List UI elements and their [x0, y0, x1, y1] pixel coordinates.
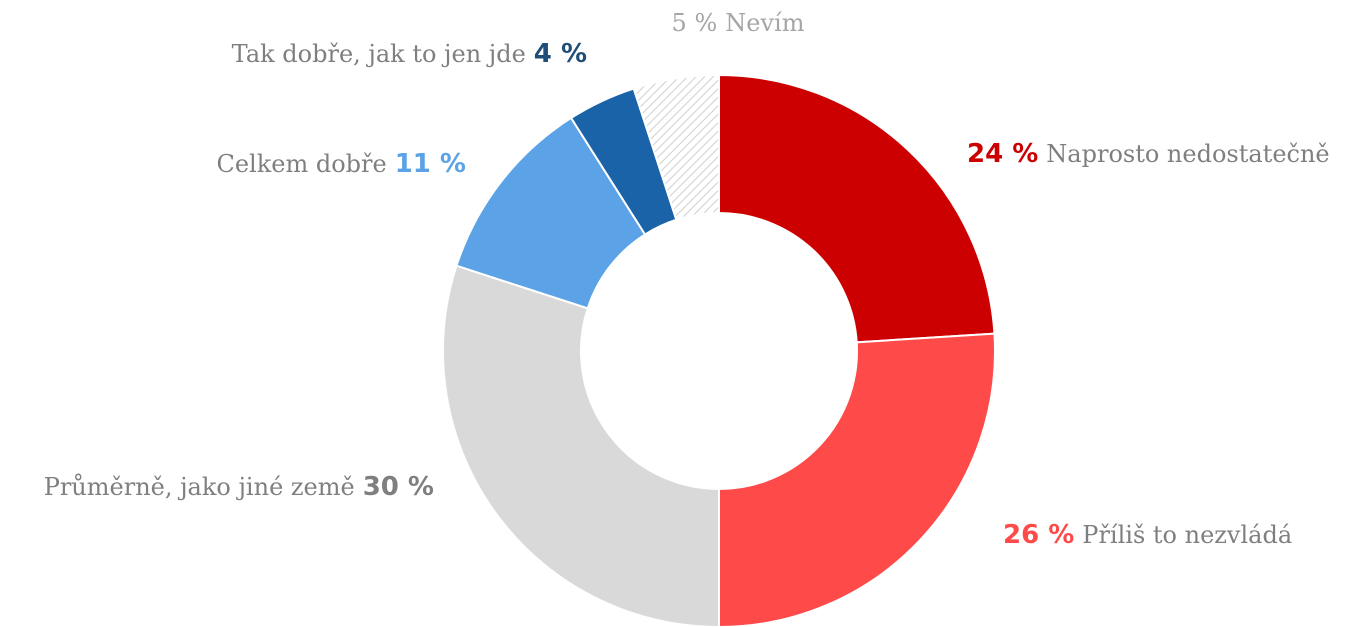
slice-value-celkem-dobre: 11 % — [395, 149, 466, 179]
donut-slice-1 — [718, 332, 996, 627]
slice-value-prilis-to-nezvlada: 26 % — [1003, 520, 1074, 550]
donut-slice-5 — [632, 73, 720, 222]
slice-value-prumerne: 30 % — [363, 472, 434, 502]
slice-label-prilis-to-nezvlada: 26 % Příliš to nezvládá — [1003, 520, 1292, 550]
slice-name-naprosto-nedostatecne: Naprosto nedostatečně — [1046, 140, 1329, 168]
slice-value-nevim: 5 % — [672, 9, 718, 37]
slice-name-prumerne: Průměrně, jako jiné země — [44, 473, 355, 501]
slice-label-tak-dobre: Tak dobře, jak to jen jde 4 % — [232, 39, 587, 69]
slice-name-tak-dobre: Tak dobře, jak to jen jde — [232, 40, 526, 68]
donut-slice-0 — [718, 73, 996, 344]
slice-label-celkem-dobre: Celkem dobře 11 % — [216, 149, 466, 179]
slice-label-naprosto-nedostatecne: 24 % Naprosto nedostatečně — [967, 139, 1330, 169]
slice-name-prilis-to-nezvlada: Příliš to nezvládá — [1082, 521, 1292, 549]
slice-name-nevim: Nevím — [725, 9, 804, 37]
slice-value-naprosto-nedostatecne: 24 % — [967, 139, 1038, 169]
slice-label-prumerne: Průměrně, jako jiné země 30 % — [44, 472, 434, 502]
slice-value-tak-dobre: 4 % — [534, 39, 587, 69]
slice-name-celkem-dobre: Celkem dobře — [216, 150, 386, 178]
donut-slices — [442, 73, 996, 627]
slice-label-nevim: 5 % Nevím — [672, 9, 805, 37]
donut-slice-2 — [442, 264, 720, 627]
